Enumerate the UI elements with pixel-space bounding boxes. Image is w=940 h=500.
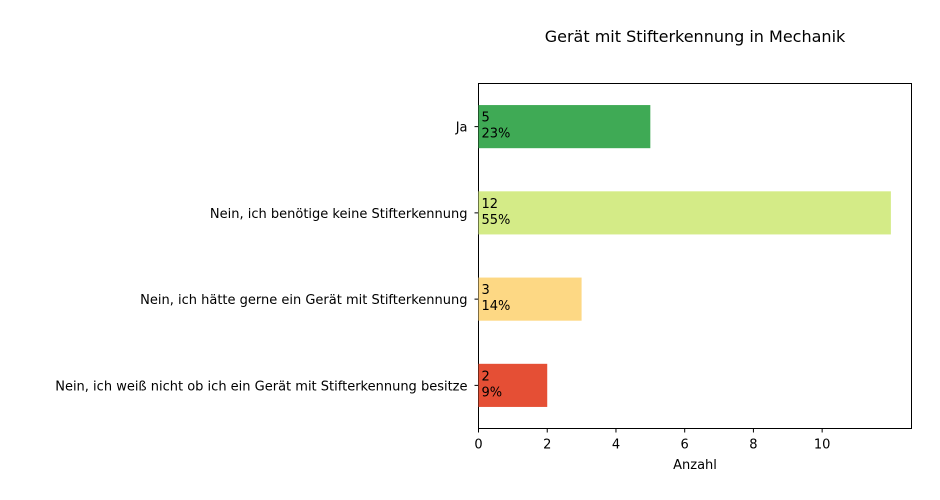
bar-count-label: 3 bbox=[482, 283, 490, 298]
x-tick-label: 2 bbox=[543, 438, 551, 453]
category-label: Nein, ich benötige keine Stifterkennung bbox=[210, 207, 468, 222]
plot-area-frame bbox=[478, 83, 912, 429]
x-axis-label: Anzahl bbox=[673, 458, 717, 473]
category-label: Nein, ich hätte gerne ein Gerät mit Stif… bbox=[140, 293, 467, 308]
chart-title: Gerät mit Stifterkennung in Mechanik bbox=[545, 27, 846, 46]
bar-percent-label: 23% bbox=[482, 127, 511, 142]
x-tick-label: 6 bbox=[681, 438, 689, 453]
bar-3 bbox=[478, 277, 582, 321]
x-tick-label: 8 bbox=[749, 438, 757, 453]
bar-4 bbox=[478, 363, 548, 407]
bar-count-label: 12 bbox=[482, 197, 499, 212]
bar-percent-label: 9% bbox=[482, 385, 503, 400]
x-axis-ticks: 0 2 4 6 8 10 bbox=[474, 428, 831, 453]
x-tick-label: 10 bbox=[814, 438, 831, 453]
bar-count-label: 2 bbox=[482, 369, 490, 384]
category-label: Nein, ich weiß nicht ob ich ein Gerät mi… bbox=[55, 379, 467, 394]
bar-1 bbox=[478, 105, 651, 149]
bar-count-label: 5 bbox=[482, 111, 490, 126]
x-tick-label: 4 bbox=[612, 438, 620, 453]
bar-percent-label: 55% bbox=[482, 213, 511, 228]
bar-2 bbox=[478, 191, 891, 235]
bar-percent-label: 14% bbox=[482, 299, 511, 314]
category-label: Ja bbox=[455, 121, 468, 136]
bars-layer: Ja 523% Nein, ich benötige keine Stifterke… bbox=[55, 105, 891, 407]
x-tick-label: 0 bbox=[474, 438, 482, 453]
